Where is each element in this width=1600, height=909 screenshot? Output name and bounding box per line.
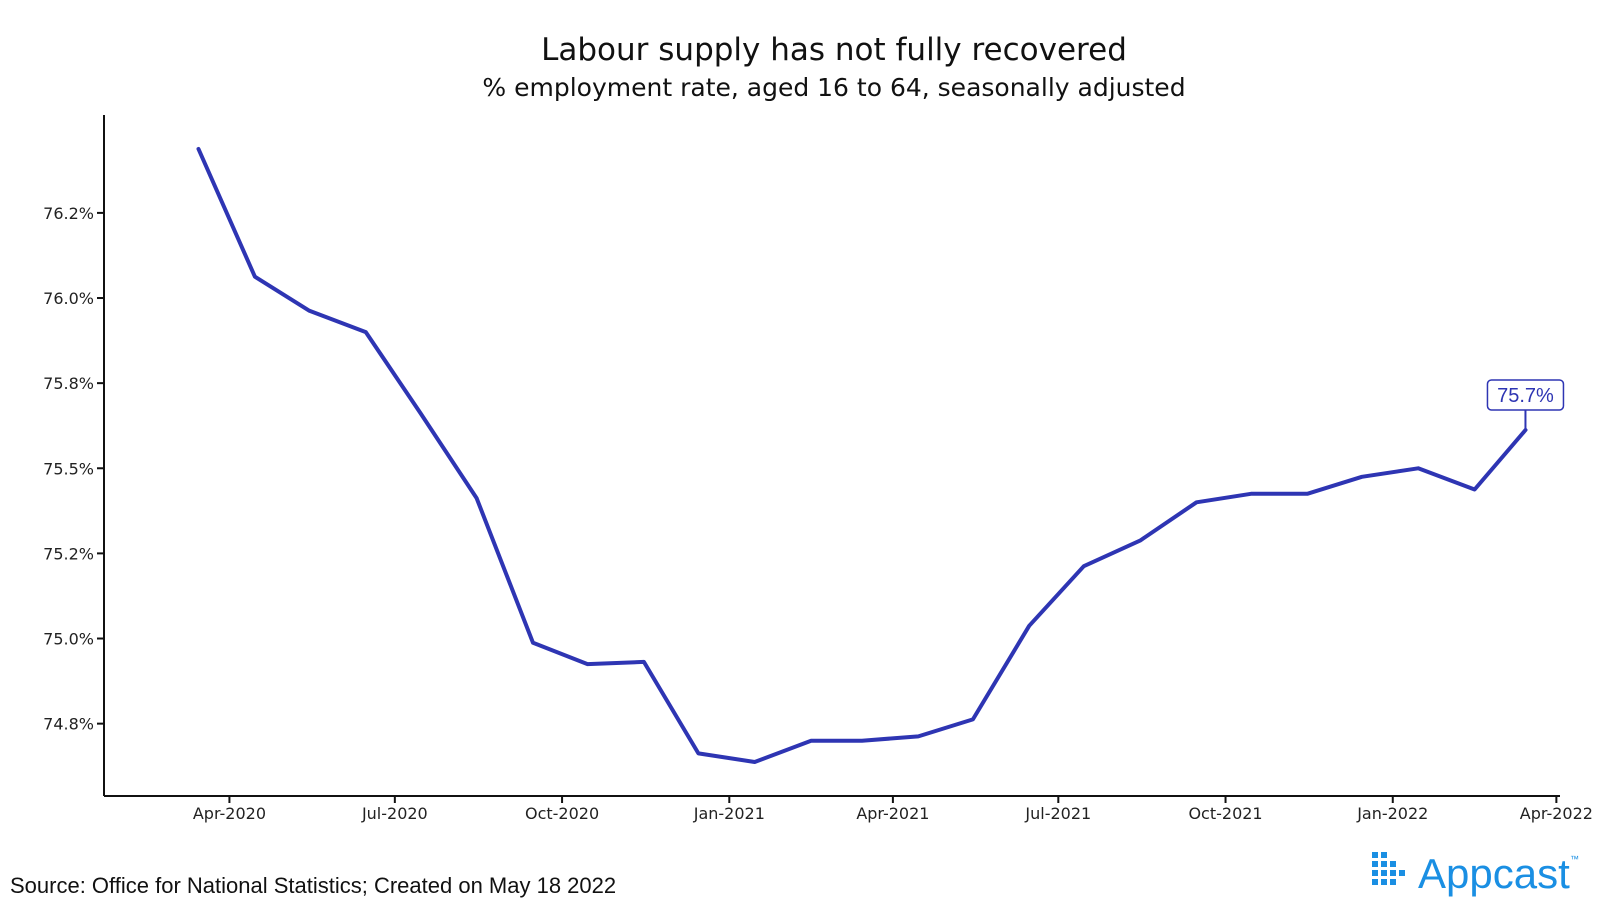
y-tick-label: 75.5% [43,459,94,478]
chart-title: Labour supply has not fully recovered [541,32,1127,68]
axes [103,115,1560,797]
appcast-logo: Appcast ™ [1372,850,1579,897]
x-tick-label: Apr-2021 [856,804,929,823]
logo-dot [1390,870,1396,876]
y-ticks: 74.8% 75.0% 75.2% 75.5% 75.8% 76.0% 76.2% [43,204,104,734]
logo-dot [1372,861,1378,867]
x-ticks: Apr-2020 Jul-2020 Oct-2020 Jan-2021 Apr-2021… [193,796,1593,823]
x-tick-label: Jan-2022 [1356,804,1428,823]
appcast-logo-icon [1372,852,1405,885]
logo-dot [1390,879,1396,885]
y-tick-label: 75.8% [43,374,94,393]
appcast-wordmark: Appcast [1418,850,1570,897]
callout-box [1486,379,1565,411]
last-value-callout: 75.7% [1486,379,1565,430]
x-tick-label: Jul-2020 [361,804,428,823]
y-tick-label: 75.0% [43,630,94,649]
trademark-mark: ™ [1570,854,1579,864]
x-tick-label: Jan-2021 [693,804,765,823]
logo-dot [1381,861,1387,867]
logo-dot [1372,870,1378,876]
x-tick-label: Oct-2020 [525,804,599,823]
y-tick-label: 76.0% [43,289,94,308]
employment-rate-line [196,147,1528,764]
series-group [196,147,1528,764]
x-tick-label: Oct-2021 [1188,804,1262,823]
x-tick-label: Apr-2022 [1520,804,1593,823]
callout-label: 75.7% [1497,385,1554,407]
x-tick-label: Apr-2020 [193,804,266,823]
y-tick-label: 75.2% [43,544,94,563]
y-tick-label: 76.2% [43,204,94,223]
source-note: Source: Office for National Statistics; … [10,873,616,898]
logo-dot [1381,870,1387,876]
logo-dot [1390,861,1396,867]
logo-dot [1381,852,1387,858]
logo-dot [1381,879,1387,885]
logo-dot [1399,870,1405,876]
logo-dot [1372,852,1378,858]
x-tick-label: Jul-2021 [1024,804,1091,823]
chart-subtitle: % employment rate, aged 16 to 64, season… [482,73,1185,102]
logo-dot [1372,879,1378,885]
y-tick-label: 74.8% [43,715,94,734]
